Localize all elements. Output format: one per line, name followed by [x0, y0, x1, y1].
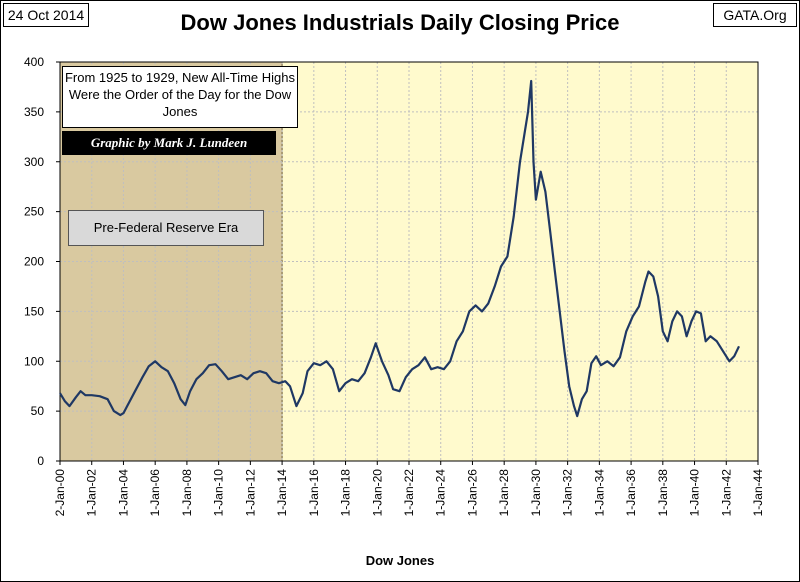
credit-label: Graphic by Mark J. Lundeen — [62, 131, 276, 155]
y-tick-label: 0 — [37, 454, 44, 468]
x-tick-label: 1-Jan-44 — [751, 469, 765, 517]
x-tick-label: 1-Jan-24 — [434, 469, 448, 517]
x-tick-label: 1-Jan-20 — [370, 469, 384, 517]
y-tick-label: 50 — [31, 404, 45, 418]
x-tick-label: 1-Jan-42 — [719, 469, 733, 517]
x-tick-label: 1-Jan-34 — [592, 469, 606, 517]
x-tick-label: 1-Jan-40 — [688, 469, 702, 517]
x-tick-label: 1-Jan-08 — [180, 469, 194, 517]
x-tick-label: 1-Jan-06 — [148, 469, 162, 517]
x-tick-label: 1-Jan-22 — [402, 469, 416, 517]
y-tick-label: 350 — [24, 105, 44, 119]
x-tick-label: 1-Jan-32 — [561, 469, 575, 517]
date-label: 24 Oct 2014 — [3, 3, 89, 27]
era-label: Pre-Federal Reserve Era — [68, 210, 264, 246]
x-tick-label: 1-Jan-12 — [243, 469, 257, 517]
y-tick-label: 150 — [24, 304, 44, 318]
x-tick-label: 1-Jan-02 — [85, 469, 99, 517]
x-tick-label: 1-Jan-04 — [116, 469, 130, 517]
chart-title: Dow Jones Industrials Daily Closing Pric… — [180, 10, 620, 35]
y-tick-label: 100 — [24, 354, 44, 368]
x-tick-label: 1-Jan-16 — [307, 469, 321, 517]
x-tick-label: 1-Jan-28 — [497, 469, 511, 517]
x-tick-label: 2-Jan-00 — [53, 469, 67, 517]
series-line — [59, 79, 740, 418]
x-tick-label: 1-Jan-10 — [212, 469, 226, 517]
y-tick-label: 250 — [24, 205, 44, 219]
y-tick-label: 300 — [24, 155, 44, 169]
x-tick-label: 1-Jan-38 — [656, 469, 670, 517]
source-label: GATA.Org — [713, 3, 797, 27]
x-axis-label: Dow Jones — [365, 553, 435, 568]
x-tick-label: 1-Jan-18 — [339, 469, 353, 517]
annotation-note: From 1925 to 1929, New All-Time Highs We… — [62, 66, 298, 128]
x-tick-label: 1-Jan-26 — [465, 469, 479, 517]
y-tick-label: 400 — [24, 55, 44, 69]
x-tick-label: 1-Jan-30 — [529, 469, 543, 517]
x-tick-label: 1-Jan-14 — [275, 469, 289, 517]
x-tick-label: 1-Jan-36 — [624, 469, 638, 517]
y-tick-label: 200 — [24, 255, 44, 269]
